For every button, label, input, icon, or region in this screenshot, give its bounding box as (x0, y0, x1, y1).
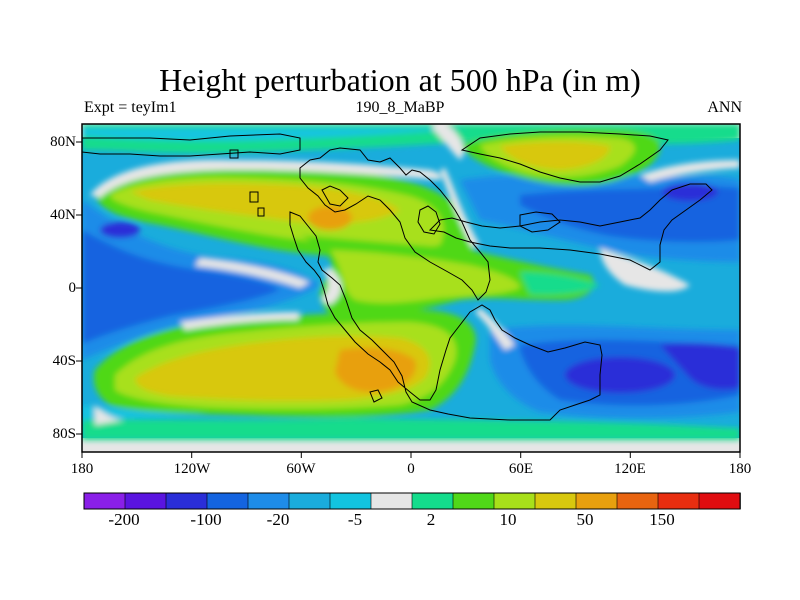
colorbar-label: -5 (347, 510, 363, 529)
lon-tick-label: 120E (614, 461, 646, 477)
colorbar-label: 150 (649, 510, 675, 529)
colorbar-cell (616, 492, 659, 510)
colorbar-label: -100 (190, 510, 222, 529)
colorbar-cell (165, 492, 208, 510)
lon-tick-label: 0 (407, 461, 415, 477)
colorbar-cell (370, 492, 413, 510)
lat-tick-label: 40S (52, 353, 76, 369)
lon-tick-label: 60E (508, 461, 534, 477)
tick-marks (76, 141, 741, 458)
colorbar-label: 2 (426, 510, 436, 529)
colorbar-cell (534, 492, 577, 510)
colorbar-cell (575, 492, 618, 510)
colorbar-cell (329, 492, 372, 510)
colorbar-cell (411, 492, 454, 510)
colorbar-cell (124, 492, 167, 510)
colorbar (83, 492, 741, 510)
case-label: 190_8_MaBP (355, 99, 445, 116)
colorbar-label: -20 (266, 510, 290, 529)
colorbar-cell (288, 492, 331, 510)
lon-tick-label: 60W (286, 461, 316, 477)
experiment-label: Expt = teyIm1 (84, 99, 177, 116)
colorbar-cell (452, 492, 495, 510)
coastlines (82, 131, 713, 421)
lat-tick-label: 40N (50, 207, 76, 223)
colorbar-frame (83, 492, 741, 510)
lat-tick-label: 80N (50, 134, 76, 150)
plot-title: Height perturbation at 500 hPa (in m) (159, 62, 641, 98)
lon-tick-label: 180 (728, 461, 752, 477)
lat-tick-label: 80S (52, 426, 76, 442)
colorbar-label: 50 (576, 510, 594, 529)
colorbar-cell (657, 492, 700, 510)
colorbar-cell (493, 492, 536, 510)
colorbar-cell (247, 492, 290, 510)
colorbar-cell (698, 492, 741, 510)
contour-field (82, 124, 740, 452)
colorbar-label: 10 (499, 510, 517, 529)
colorbar-cell (83, 492, 126, 510)
lon-tick-label: 120W (173, 461, 211, 477)
lat-tick-label: 0 (68, 280, 77, 296)
lon-tick-label: 180 (70, 461, 94, 477)
season-label: ANN (707, 99, 742, 116)
colorbar-cell (206, 492, 249, 510)
colorbar-label: -200 (108, 510, 140, 529)
